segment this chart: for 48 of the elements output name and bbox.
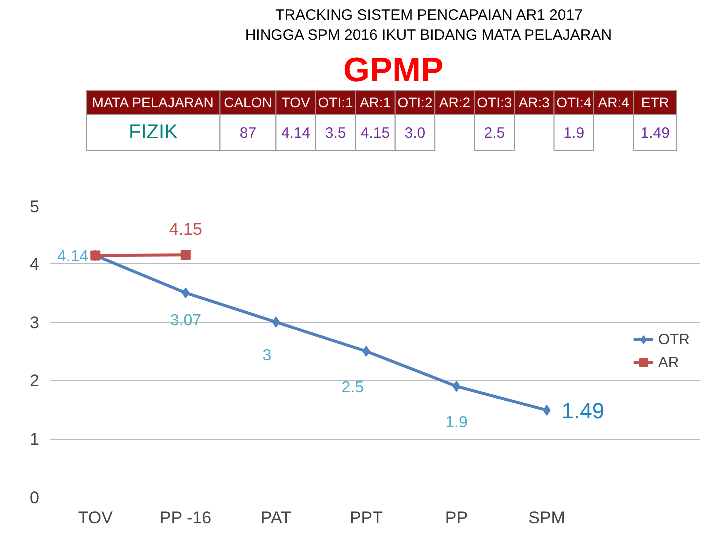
point bbox=[180, 250, 191, 260]
text: TOV bbox=[282, 94, 311, 110]
text: CALON bbox=[224, 94, 272, 110]
text: 3.0 bbox=[404, 125, 426, 142]
chart-subtitle: GPMP bbox=[343, 52, 444, 90]
text: OTI:3 bbox=[477, 94, 512, 110]
text: 3.5 bbox=[325, 125, 346, 142]
x-tick-label: PP bbox=[445, 508, 468, 528]
y-tick-label: 0 bbox=[30, 488, 40, 508]
text: OTI:4 bbox=[556, 94, 592, 110]
text: AR:1 bbox=[360, 94, 392, 110]
text: OTI:1 bbox=[318, 94, 354, 110]
y-tick-label: 1 bbox=[30, 430, 40, 450]
text: 1.49 bbox=[640, 125, 670, 142]
legend-label: AR bbox=[658, 354, 680, 371]
text: AR:4 bbox=[598, 94, 630, 110]
text: FIZIK bbox=[128, 122, 179, 144]
text: AR:2 bbox=[439, 94, 471, 110]
x-tick-label: PPT bbox=[350, 508, 384, 528]
text: 4.15 bbox=[360, 125, 390, 142]
data-label: 1.49 bbox=[562, 398, 605, 424]
text: AR:3 bbox=[518, 94, 550, 110]
text: 1.9 bbox=[564, 125, 585, 142]
chart-title: TRACKING SISTEM PENCAPAIAN AR1 2017 HINGGA SPM 2016 IKUT BIDANG MATA PELAJARAN bbox=[245, 7, 612, 44]
data-label: 4.14 bbox=[58, 248, 89, 266]
x-tick-label: SPM bbox=[528, 508, 566, 528]
x-tick-label: PP -16 bbox=[160, 508, 212, 528]
x-tick-label: PAT bbox=[260, 508, 292, 528]
y-tick-label: 5 bbox=[30, 198, 40, 216]
data-label: 1.9 bbox=[446, 414, 468, 432]
text: 4.14 bbox=[281, 125, 311, 142]
text: ETR bbox=[641, 94, 670, 110]
y-tick-label: 2 bbox=[30, 372, 40, 391]
x-tick-label: TOV bbox=[78, 508, 114, 528]
data-label: 2.5 bbox=[342, 380, 364, 397]
legend-label: OTR bbox=[658, 331, 690, 348]
y-tick-label: 3 bbox=[30, 313, 40, 332]
text: MATA PELAJARAN bbox=[92, 94, 214, 110]
y-tick-label: 4 bbox=[30, 254, 40, 274]
point bbox=[272, 316, 280, 328]
text: 2.5 bbox=[484, 125, 506, 142]
annotation: 3.07 bbox=[170, 312, 202, 330]
data-label: 3 bbox=[262, 347, 272, 364]
text: OTI:2 bbox=[398, 94, 433, 110]
text: 87 bbox=[240, 125, 257, 142]
point bbox=[452, 381, 461, 392]
data-label: 4.15 bbox=[169, 220, 202, 239]
point bbox=[362, 346, 370, 357]
